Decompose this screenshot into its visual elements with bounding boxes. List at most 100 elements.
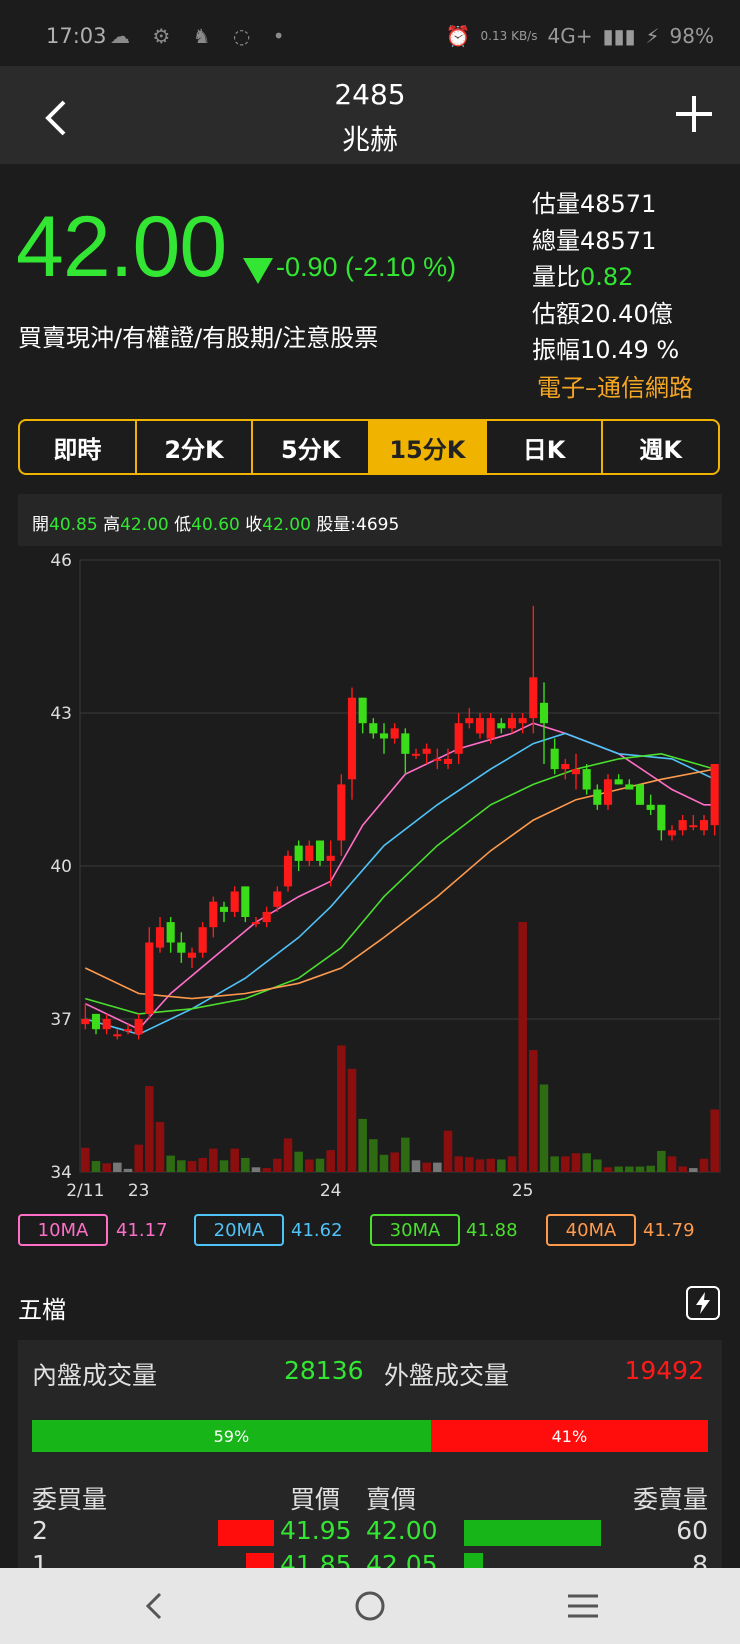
outer-volume-label: 外盤成交量 [384, 1361, 510, 1390]
candle-body [443, 758, 453, 764]
volume-bar [91, 1161, 101, 1172]
candle-body [401, 733, 410, 754]
open-value: 40.85 [49, 515, 98, 535]
add-icon[interactable] [672, 92, 716, 136]
low-label: 低 [174, 515, 192, 535]
volume-bar [561, 1156, 570, 1172]
inner-volume-value: 28136 [284, 1356, 364, 1385]
order-book-title: 五檔 [18, 1296, 66, 1324]
volume-bar [241, 1157, 250, 1172]
bid-qty-header: 委買量 [32, 1485, 108, 1514]
candle-body [113, 1034, 122, 1037]
x-tick-label: 24 [320, 1181, 342, 1201]
volume-bar [305, 1159, 314, 1172]
volume-bar [593, 1159, 602, 1172]
volume-bar [550, 1156, 559, 1172]
candle-body [283, 855, 293, 887]
stat-value: 0.82 [580, 263, 634, 291]
recents-icon[interactable] [566, 1592, 600, 1620]
candle-body [379, 733, 389, 739]
x-tick-label: 23 [128, 1181, 150, 1201]
candle-body [582, 769, 591, 790]
y-tick-label: 40 [50, 857, 72, 877]
volume-bar [486, 1158, 495, 1172]
candle-body [262, 911, 271, 923]
stats-panel: 估量48571 總量48571 量比0.82 估額20.40億 振幅10.49 … [532, 186, 679, 369]
y-tick-label: 37 [50, 1010, 72, 1030]
ma10-value: 41.17 [116, 1220, 168, 1241]
tab-2min[interactable]: 2分K [137, 421, 254, 473]
candle-body [315, 840, 325, 861]
candle-body [529, 677, 538, 719]
volume-bar [465, 1157, 474, 1172]
home-icon[interactable] [354, 1590, 386, 1622]
back-icon[interactable] [36, 96, 80, 140]
stock-name: 兆赫 [341, 123, 398, 156]
volume-bar [81, 1147, 90, 1172]
stat-value: 48571 [580, 226, 657, 255]
candle-body [219, 906, 229, 912]
tab-weekly[interactable]: 週K [639, 435, 682, 464]
signal-icon: ▮▮▮ [602, 24, 636, 48]
volume-bar [646, 1165, 655, 1172]
volume-bar [283, 1138, 293, 1172]
bid-price: 41.95 [280, 1516, 352, 1545]
candle-body [145, 942, 154, 1014]
stat-value: 48571 [580, 190, 657, 218]
candle-body [294, 845, 303, 861]
tab-daily[interactable]: 日K [487, 421, 604, 473]
candle-body [465, 718, 474, 724]
period-tabs: 即時 2分K 5分K 15分K 日K 週K [18, 419, 720, 475]
x-tick-label: 25 [512, 1181, 534, 1201]
system-back-icon[interactable] [140, 1590, 170, 1622]
stock-code: 2485 [334, 78, 406, 111]
ma40-label[interactable]: 40MA [546, 1214, 636, 1246]
volume-bar [401, 1137, 410, 1172]
tab-15min[interactable]: 15分K [370, 421, 487, 473]
tab-5min[interactable]: 5分K [253, 421, 371, 473]
flash-icon[interactable] [686, 1286, 720, 1320]
volume-bar [209, 1148, 218, 1172]
volume-bar [219, 1160, 229, 1172]
candle-body [177, 942, 186, 953]
candle-body [603, 779, 613, 805]
candle-body [657, 804, 666, 831]
stat-value: 10.49 % [580, 336, 680, 364]
candle-body [550, 748, 559, 770]
ma-line-40MA [84, 768, 715, 1000]
volume-bar [475, 1159, 485, 1172]
system-nav-bar [0, 1568, 740, 1644]
candle-body [102, 1019, 111, 1030]
stat-label: 總量 [532, 226, 580, 255]
candle-body [422, 748, 431, 754]
ma40-value: 41.79 [643, 1220, 695, 1241]
ask-qty-header: 委賣量 [632, 1485, 708, 1514]
volume-bar [145, 1086, 154, 1172]
candle-body [625, 784, 634, 790]
candlestick-chart[interactable]: 46 43 40 37 342/11 23 24 25 [0, 546, 740, 1216]
volume-bar [422, 1162, 431, 1172]
title-bar: 2485 兆赫 [0, 66, 740, 164]
industry-link[interactable]: 電子–通信網路 [537, 374, 693, 402]
ask-price: 42.00 [366, 1516, 438, 1545]
candle-body [411, 753, 421, 756]
volume-bar [294, 1151, 303, 1172]
volume-bar [390, 1152, 399, 1172]
candle-body [134, 1019, 143, 1035]
stat-label: 估量 [532, 190, 580, 218]
volume-bar [134, 1144, 143, 1172]
candle-body [678, 820, 687, 831]
ask-header: 賣價 [366, 1485, 417, 1514]
high-label: 高 [103, 515, 121, 535]
stat-row: 量比0.82 [532, 259, 679, 296]
candle-body [699, 820, 709, 831]
candle-body [209, 901, 218, 928]
ma30-label[interactable]: 30MA [370, 1214, 460, 1246]
candle-body [433, 758, 442, 761]
candle-body [454, 723, 463, 754]
stock-tags: 買賣現沖/有權證/有股期/注意股票 [18, 324, 379, 352]
y-tick-label: 43 [50, 704, 72, 724]
tab-realtime[interactable]: 即時 [20, 421, 137, 473]
ma20-label[interactable]: 20MA [194, 1214, 284, 1246]
ma10-label[interactable]: 10MA [18, 1214, 108, 1246]
